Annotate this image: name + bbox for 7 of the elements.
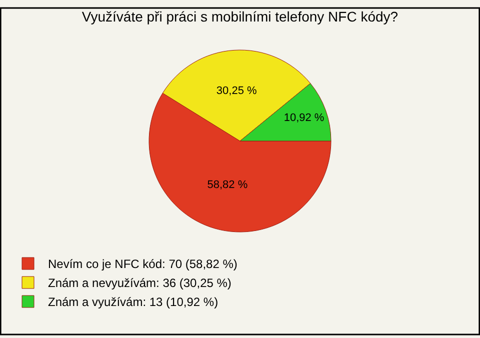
- data-label: 58,82 %: [207, 178, 248, 191]
- legend-label: Znám a nevyužívám: 36 (30,25 %): [48, 276, 232, 290]
- legend-label: Nevím co je NFC kód: 70 (58,82 %): [48, 257, 238, 272]
- data-label: 10,92 %: [284, 112, 324, 124]
- legend-label: Znám a využívám: 13 (10,92 %): [48, 295, 218, 310]
- chart-title: Využíváte při práci s mobilními telefony NFC kódy?: [82, 8, 398, 25]
- data-label: 30,25 %: [216, 84, 257, 97]
